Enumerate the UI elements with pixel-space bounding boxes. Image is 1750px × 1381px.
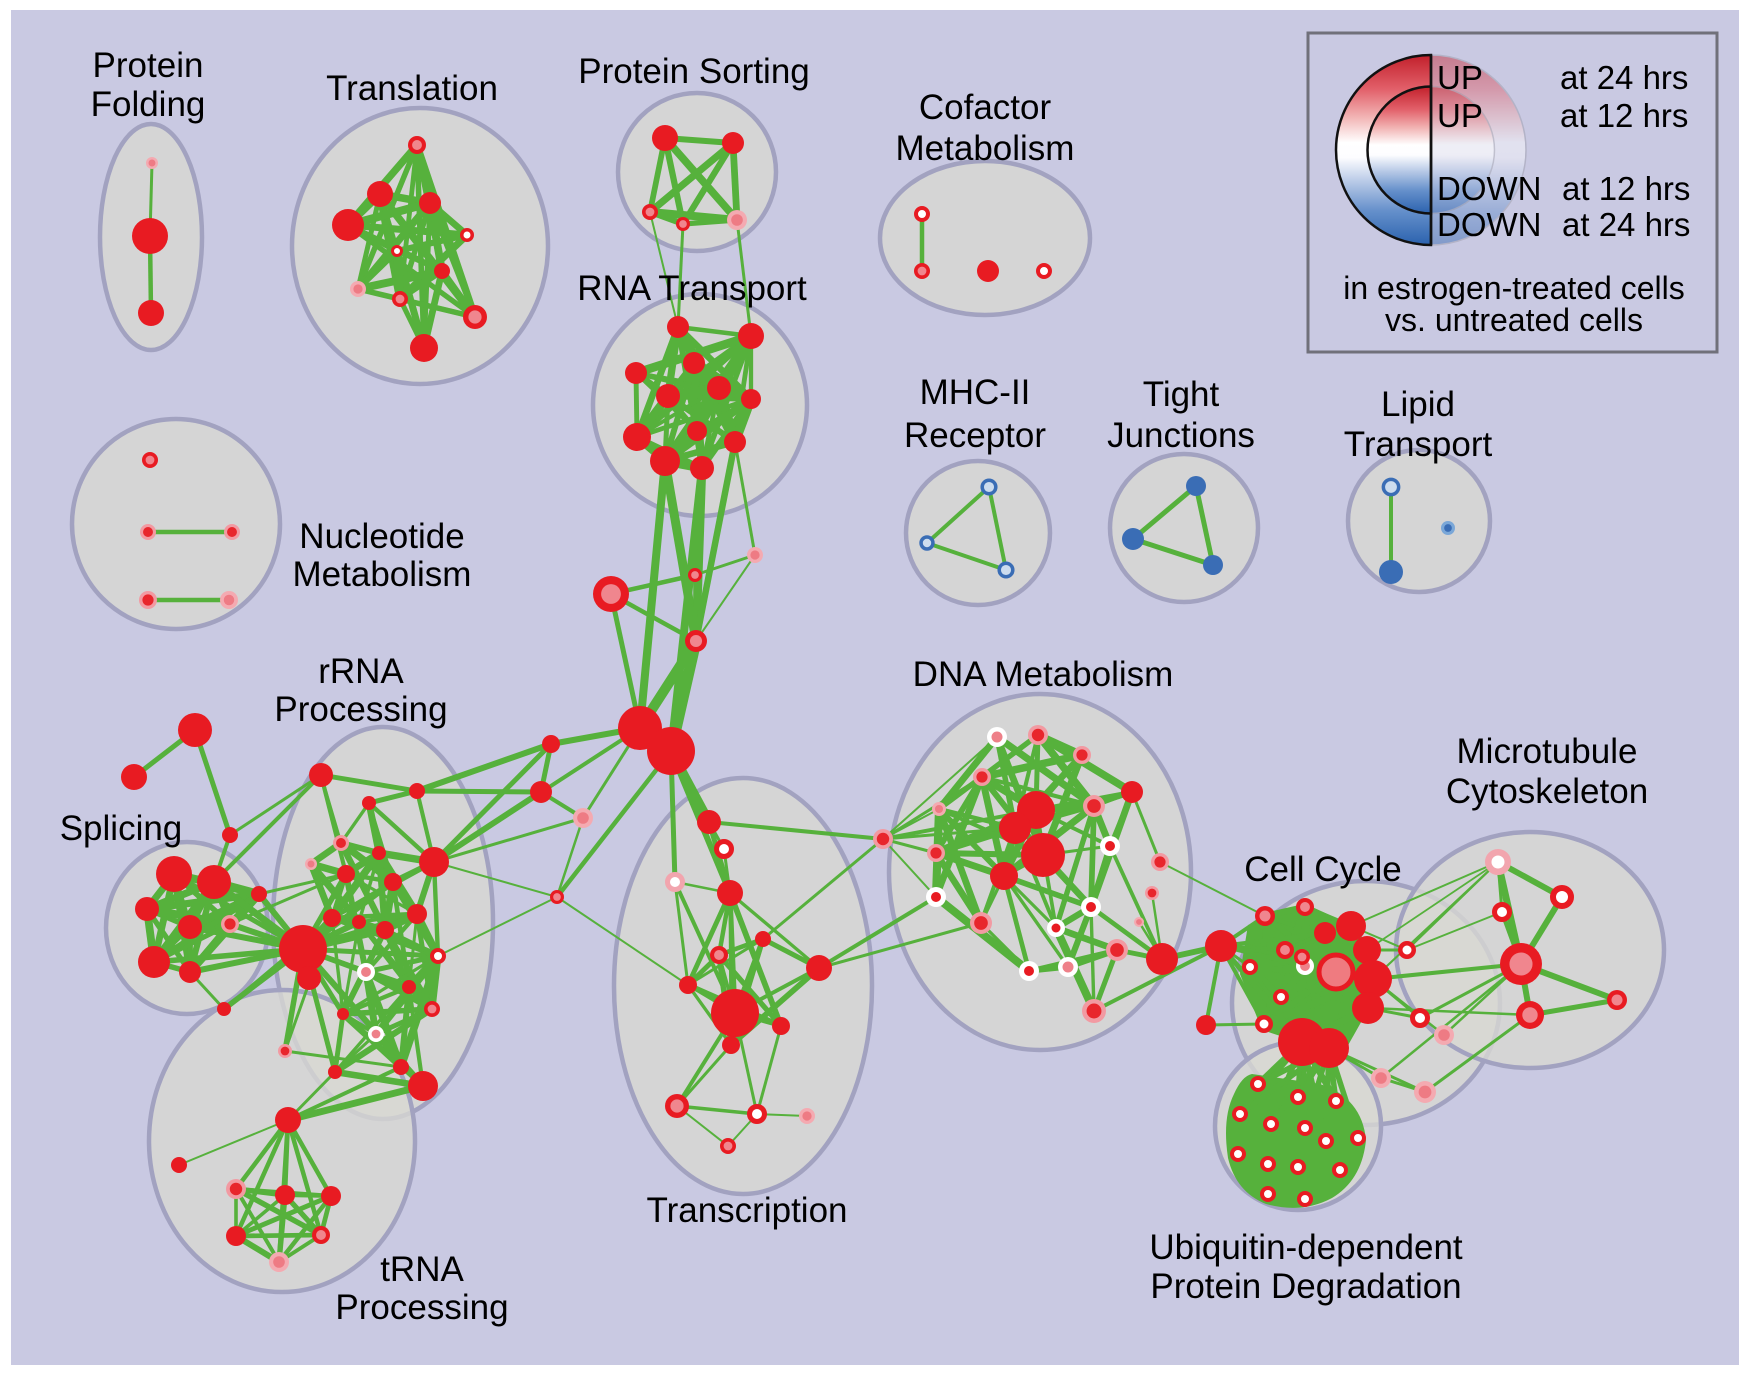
svg-text:DNA Metabolism: DNA Metabolism <box>913 655 1174 694</box>
svg-text:Cytoskeleton: Cytoskeleton <box>1446 772 1648 811</box>
svg-text:Ubiquitin-dependent: Ubiquitin-dependent <box>1149 1228 1463 1267</box>
svg-text:Processing: Processing <box>274 690 447 729</box>
svg-text:Tight: Tight <box>1143 375 1220 414</box>
svg-text:tRNA: tRNA <box>380 1250 464 1289</box>
svg-text:Folding: Folding <box>91 85 206 124</box>
svg-text:Metabolism: Metabolism <box>896 129 1075 168</box>
svg-text:rRNA: rRNA <box>318 652 404 691</box>
svg-text:Translation: Translation <box>326 69 498 108</box>
svg-text:Protein Degradation: Protein Degradation <box>1150 1267 1461 1306</box>
svg-text:Nucleotide: Nucleotide <box>299 517 464 556</box>
svg-text:Processing: Processing <box>335 1288 508 1327</box>
svg-text:Splicing: Splicing <box>60 809 183 848</box>
svg-text:DOWN: DOWN <box>1437 170 1541 207</box>
svg-text:in estrogen-treated cells: in estrogen-treated cells <box>1343 270 1685 306</box>
svg-text:Metabolism: Metabolism <box>293 555 472 594</box>
svg-text:RNA Transport: RNA Transport <box>577 269 807 308</box>
svg-text:Protein Sorting: Protein Sorting <box>578 52 810 91</box>
svg-text:Protein: Protein <box>93 46 204 85</box>
svg-text:Junctions: Junctions <box>1107 416 1255 455</box>
svg-text:Cofactor: Cofactor <box>919 88 1052 127</box>
svg-text:at 12 hrs: at 12 hrs <box>1562 170 1690 207</box>
svg-text:at 12 hrs: at 12 hrs <box>1560 97 1688 134</box>
svg-text:Lipid: Lipid <box>1381 385 1455 424</box>
svg-text:Microtubule: Microtubule <box>1457 732 1638 771</box>
svg-text:Cell Cycle: Cell Cycle <box>1244 850 1402 889</box>
svg-text:at 24 hrs: at 24 hrs <box>1562 206 1690 243</box>
svg-text:MHC-II: MHC-II <box>920 373 1031 412</box>
svg-text:Transcription: Transcription <box>647 1191 848 1230</box>
svg-text:UP: UP <box>1437 97 1483 134</box>
svg-text:vs. untreated cells: vs. untreated cells <box>1385 302 1643 338</box>
svg-text:UP: UP <box>1437 59 1483 96</box>
svg-text:Receptor: Receptor <box>904 416 1046 455</box>
svg-text:Transport: Transport <box>1344 425 1493 464</box>
svg-text:DOWN: DOWN <box>1437 206 1541 243</box>
svg-text:at 24 hrs: at 24 hrs <box>1560 59 1688 96</box>
